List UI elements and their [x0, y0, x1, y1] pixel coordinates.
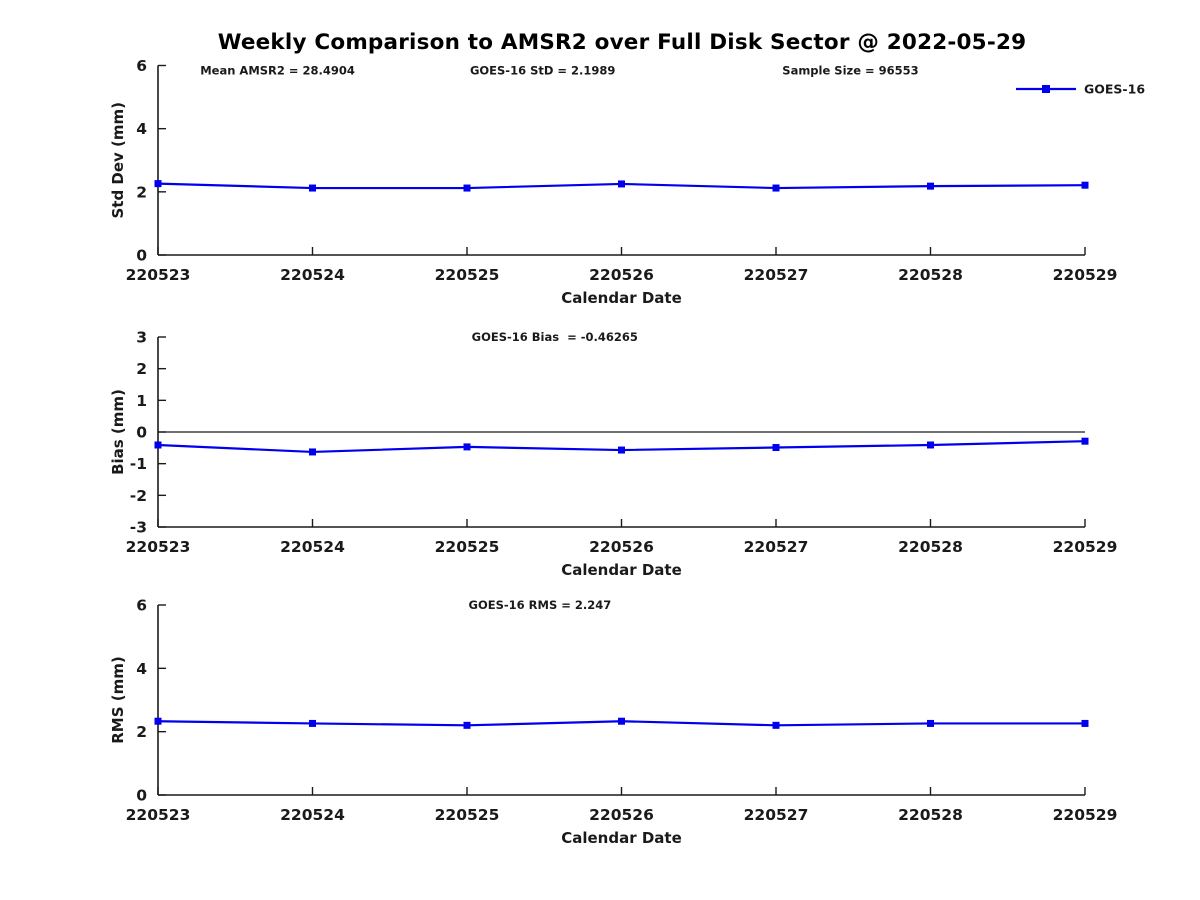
data-point-marker [1081, 181, 1089, 189]
x-tick-label: 220523 [126, 538, 191, 556]
figure-title: Weekly Comparison to AMSR2 over Full Dis… [217, 30, 1027, 55]
y-tick-label: -3 [130, 519, 147, 537]
data-point-marker [772, 721, 780, 729]
y-tick-label: 0 [136, 424, 147, 442]
y-tick-label: 1 [136, 392, 147, 410]
data-point-marker [463, 443, 471, 451]
annotation-text: Mean AMSR2 = 28.4904 [200, 64, 355, 78]
data-point-marker [618, 180, 625, 188]
annotation-text: GOES-16 StD = 2.1989 [470, 64, 615, 78]
y-tick-label: 2 [136, 723, 147, 741]
data-point-marker [927, 719, 934, 727]
x-tick-label: 220527 [744, 538, 809, 556]
annotation-text: GOES-16 RMS = 2.247 [469, 598, 612, 612]
x-tick-label: 220526 [589, 266, 654, 284]
x-tick-label: 220524 [280, 806, 345, 824]
y-tick-label: -2 [130, 487, 147, 505]
data-point-marker [309, 184, 316, 192]
x-tick-label: 220527 [744, 266, 809, 284]
data-point-marker [618, 446, 625, 454]
x-tick-label: 220523 [126, 806, 191, 824]
data-point-marker [309, 719, 316, 727]
y-tick-label: 2 [136, 360, 147, 378]
x-tick-label: 220526 [589, 806, 654, 824]
data-point-marker [154, 180, 162, 188]
data-point-marker [154, 441, 162, 449]
x-tick-label: 220529 [1053, 806, 1118, 824]
y-tick-label: 6 [136, 57, 147, 75]
x-tick-label: 220529 [1053, 538, 1118, 556]
y-axis-label: RMS (mm) [109, 656, 127, 743]
legend-marker [1042, 85, 1050, 93]
y-axis-label: Bias (mm) [109, 389, 127, 475]
x-tick-label: 220525 [435, 538, 500, 556]
x-tick-label: 220525 [435, 266, 500, 284]
x-axis-label: Calendar Date [561, 561, 682, 579]
x-tick-label: 220527 [744, 806, 809, 824]
data-point-marker [154, 717, 162, 725]
annotation-text: Sample Size = 96553 [782, 64, 918, 78]
x-tick-label: 220525 [435, 806, 500, 824]
x-tick-label: 220528 [898, 538, 963, 556]
data-point-marker [772, 444, 780, 452]
x-axis-label: Calendar Date [561, 289, 682, 307]
data-point-marker [463, 721, 471, 729]
x-tick-label: 220523 [126, 266, 191, 284]
data-point-marker [309, 448, 316, 456]
x-tick-label: 220524 [280, 266, 345, 284]
y-axis-label: Std Dev (mm) [109, 102, 127, 219]
annotation-text: GOES-16 Bias = -0.46265 [472, 330, 638, 344]
y-tick-label: 2 [136, 183, 147, 201]
data-point-marker [1081, 719, 1089, 727]
y-tick-label: 6 [136, 597, 147, 615]
y-tick-label: 4 [136, 660, 147, 678]
data-point-marker [927, 182, 934, 190]
y-tick-label: 0 [136, 787, 147, 805]
data-point-marker [927, 441, 934, 449]
y-tick-label: -1 [130, 455, 147, 473]
y-tick-label: 4 [136, 120, 147, 138]
x-axis-label: Calendar Date [561, 829, 682, 847]
legend-label: GOES-16 [1084, 82, 1145, 97]
y-tick-label: 3 [136, 329, 147, 347]
data-point-marker [1081, 437, 1089, 445]
data-point-marker [772, 184, 780, 192]
x-tick-label: 220524 [280, 538, 345, 556]
data-point-marker [618, 717, 625, 725]
x-tick-label: 220529 [1053, 266, 1118, 284]
x-tick-label: 220528 [898, 806, 963, 824]
data-point-marker [463, 184, 471, 192]
x-tick-label: 220526 [589, 538, 654, 556]
x-tick-label: 220528 [898, 266, 963, 284]
y-tick-label: 0 [136, 247, 147, 265]
